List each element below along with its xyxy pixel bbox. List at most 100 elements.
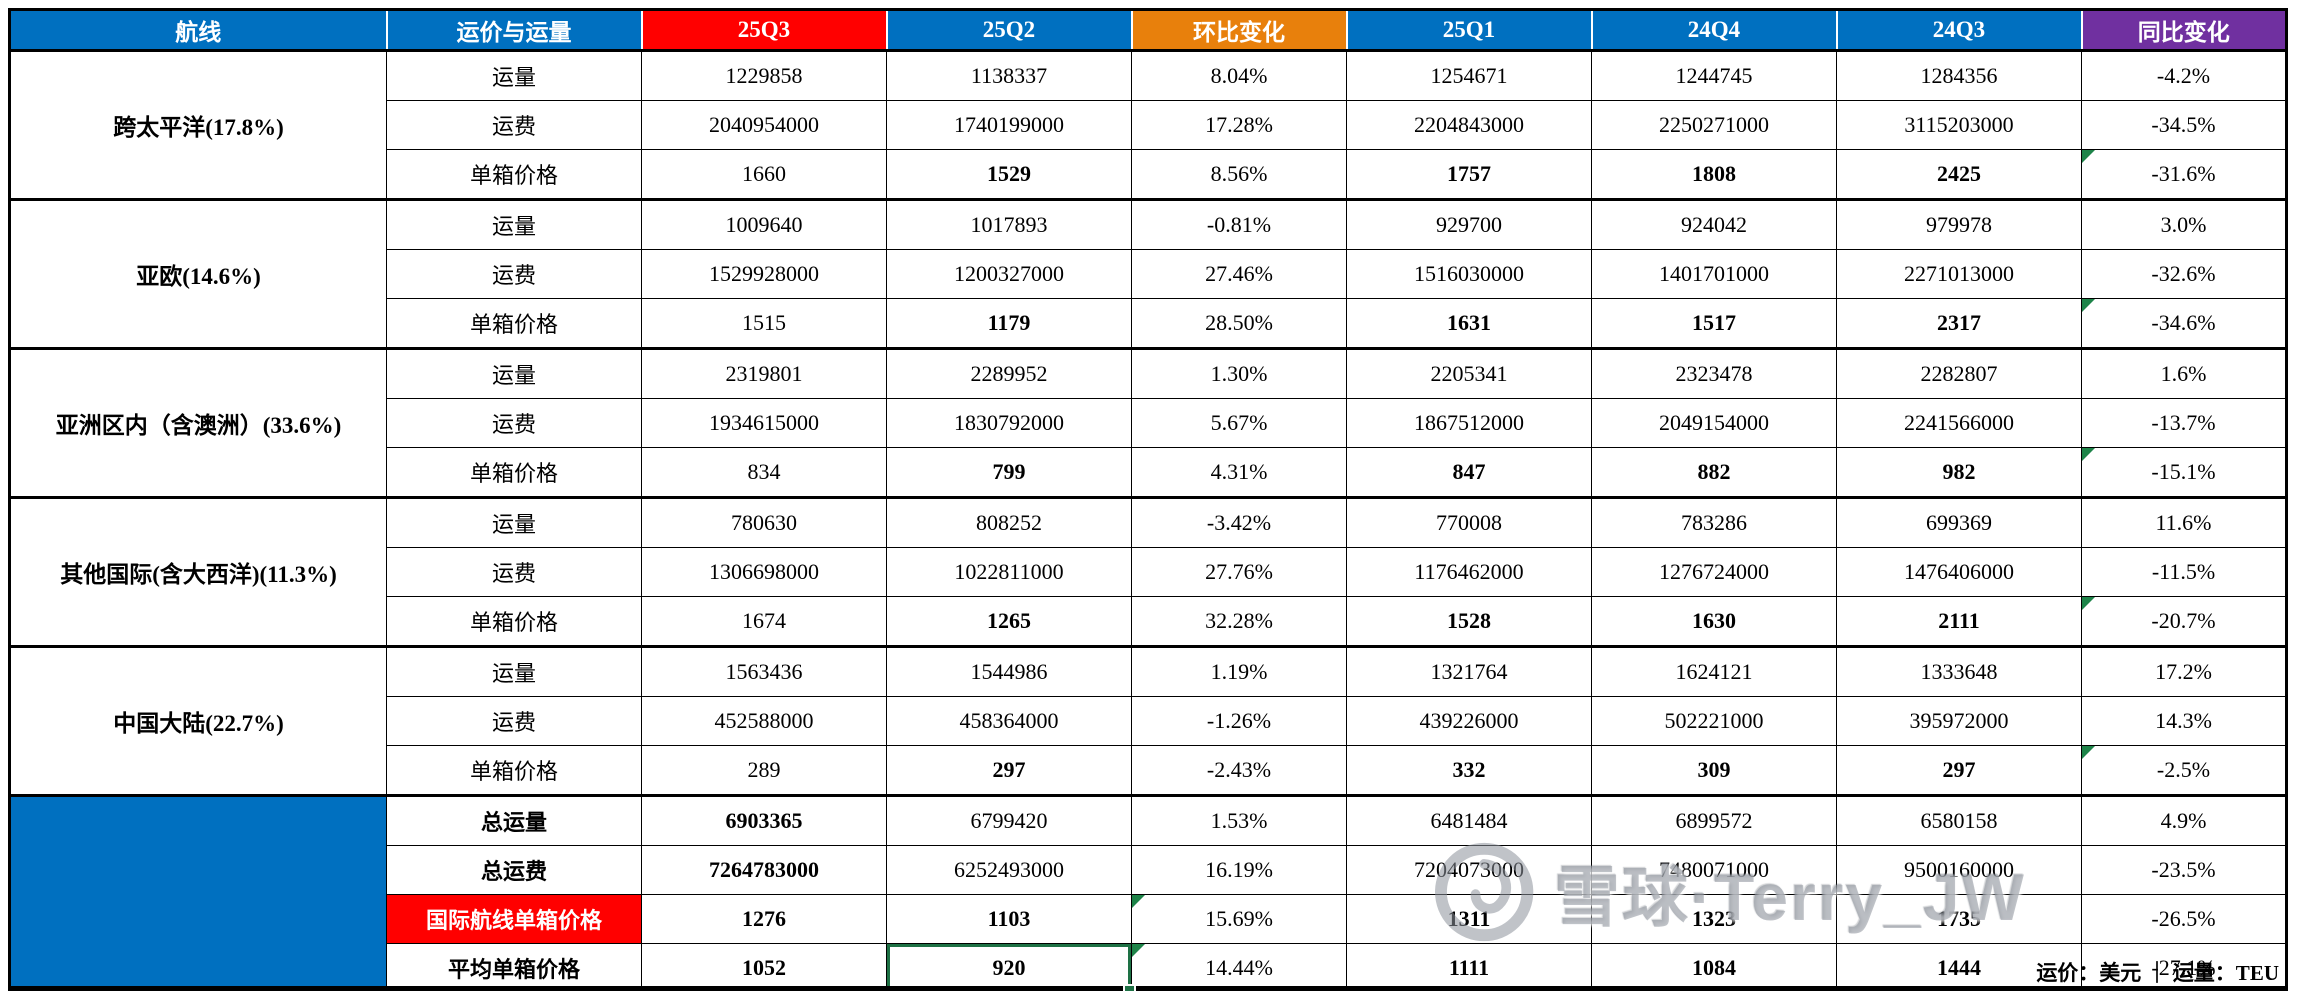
metric-label-cell[interactable]: 单箱价格	[386, 745, 642, 796]
value-cell-q25q2[interactable]: 6252493000	[886, 845, 1132, 895]
value-cell-yoy[interactable]: -34.5%	[2081, 100, 2287, 150]
value-cell-q24q3[interactable]: 2241566000	[1836, 398, 2082, 448]
value-cell-q25q3[interactable]: 6903365	[641, 794, 887, 846]
metric-label-cell[interactable]: 运量	[386, 49, 642, 101]
value-cell-q25q2[interactable]: 1830792000	[886, 398, 1132, 448]
value-cell-q25q1[interactable]: 1176462000	[1346, 547, 1592, 597]
value-cell-yoy[interactable]: -32.6%	[2081, 249, 2287, 299]
value-cell-yoy[interactable]: -4.2%	[2081, 49, 2287, 101]
value-cell-q25q1[interactable]: 1321764	[1346, 645, 1592, 697]
totals-label-cell[interactable]: 平均单箱价格	[386, 943, 642, 991]
value-cell-q25q2[interactable]: 808252	[886, 496, 1132, 548]
value-cell-q24q3[interactable]: 2317	[1836, 298, 2082, 349]
value-cell-yoy[interactable]: -26.5%	[2081, 894, 2287, 944]
value-cell-q24q4[interactable]: 1244745	[1591, 49, 1837, 101]
col-header-route[interactable]: 航线	[9, 9, 387, 52]
metric-label-cell[interactable]: 运费	[386, 100, 642, 150]
value-cell-q24q3[interactable]: 2282807	[1836, 347, 2082, 399]
value-cell-q25q3[interactable]: 1515	[641, 298, 887, 349]
value-cell-q25q2[interactable]: 297	[886, 745, 1132, 796]
value-cell-yoy[interactable]: -27.1%	[2081, 943, 2287, 991]
value-cell-q24q3[interactable]: 395972000	[1836, 696, 2082, 746]
value-cell-q24q4[interactable]: 309	[1591, 745, 1837, 796]
value-cell-q24q3[interactable]: 1735	[1836, 894, 2082, 944]
value-cell-q24q4[interactable]: 7480071000	[1591, 845, 1837, 895]
route-cell[interactable]: 其他国际(含大西洋)(11.3%)	[9, 496, 387, 647]
value-cell-q24q4[interactable]: 2250271000	[1591, 100, 1837, 150]
value-cell-qoq[interactable]: 27.46%	[1131, 249, 1347, 299]
value-cell-q25q3[interactable]: 834	[641, 447, 887, 498]
value-cell-qoq[interactable]: 17.28%	[1131, 100, 1347, 150]
value-cell-q24q3[interactable]: 297	[1836, 745, 2082, 796]
value-cell-q25q2[interactable]: 6799420	[886, 794, 1132, 846]
value-cell-yoy[interactable]: 14.3%	[2081, 696, 2287, 746]
col-header-q25q3[interactable]: 25Q3	[640, 9, 887, 52]
value-cell-q25q3[interactable]: 1229858	[641, 49, 887, 101]
value-cell-q24q3[interactable]: 979978	[1836, 198, 2082, 250]
value-cell-q25q2[interactable]: 2289952	[886, 347, 1132, 399]
value-cell-q24q4[interactable]: 1276724000	[1591, 547, 1837, 597]
value-cell-q24q3[interactable]: 1333648	[1836, 645, 2082, 697]
col-header-yoy[interactable]: 同比变化	[2080, 9, 2287, 52]
value-cell-q25q1[interactable]: 1111	[1346, 943, 1592, 991]
value-cell-q25q1[interactable]: 2205341	[1346, 347, 1592, 399]
value-cell-q25q3[interactable]: 2040954000	[641, 100, 887, 150]
value-cell-q25q1[interactable]: 1867512000	[1346, 398, 1592, 448]
value-cell-q25q2[interactable]: 1179	[886, 298, 1132, 349]
value-cell-yoy[interactable]: 17.2%	[2081, 645, 2287, 697]
col-header-q25q1[interactable]: 25Q1	[1345, 9, 1592, 52]
metric-label-cell[interactable]: 运费	[386, 249, 642, 299]
route-cell[interactable]: 亚洲区内（含澳洲）(33.6%)	[9, 347, 387, 498]
value-cell-qoq[interactable]: 32.28%	[1131, 596, 1347, 647]
value-cell-q24q3[interactable]: 2271013000	[1836, 249, 2082, 299]
value-cell-q25q2[interactable]: 1017893	[886, 198, 1132, 250]
value-cell-q24q4[interactable]: 1808	[1591, 149, 1837, 200]
metric-label-cell[interactable]: 运费	[386, 696, 642, 746]
totals-label-cell[interactable]: 总运费	[386, 845, 642, 895]
value-cell-q25q3[interactable]: 1052	[641, 943, 887, 991]
metric-label-cell[interactable]: 运量	[386, 496, 642, 548]
value-cell-qoq[interactable]: 4.31%	[1131, 447, 1347, 498]
value-cell-q24q3[interactable]: 3115203000	[1836, 100, 2082, 150]
col-header-metric[interactable]: 运价与运量	[385, 9, 642, 52]
value-cell-q25q3[interactable]: 780630	[641, 496, 887, 548]
value-cell-q24q3[interactable]: 2111	[1836, 596, 2082, 647]
value-cell-q25q1[interactable]: 439226000	[1346, 696, 1592, 746]
value-cell-q25q1[interactable]: 1516030000	[1346, 249, 1592, 299]
metric-label-cell[interactable]: 运量	[386, 347, 642, 399]
value-cell-q24q3[interactable]: 1444	[1836, 943, 2082, 991]
value-cell-q25q2[interactable]: 1200327000	[886, 249, 1132, 299]
value-cell-q25q3[interactable]: 1306698000	[641, 547, 887, 597]
metric-label-cell[interactable]: 运量	[386, 645, 642, 697]
value-cell-q25q1[interactable]: 1528	[1346, 596, 1592, 647]
col-header-q24q3[interactable]: 24Q3	[1835, 9, 2082, 52]
col-header-qoq[interactable]: 环比变化	[1130, 9, 1347, 52]
value-cell-yoy[interactable]: -2.5%	[2081, 745, 2287, 796]
value-cell-yoy[interactable]: 11.6%	[2081, 496, 2287, 548]
value-cell-q25q2[interactable]: 1529	[886, 149, 1132, 200]
value-cell-q25q2[interactable]: 1265	[886, 596, 1132, 647]
value-cell-qoq[interactable]: 16.19%	[1131, 845, 1347, 895]
value-cell-q25q1[interactable]: 1631	[1346, 298, 1592, 349]
value-cell-q25q2[interactable]: 1022811000	[886, 547, 1132, 597]
value-cell-q24q4[interactable]: 783286	[1591, 496, 1837, 548]
totals-label-cell[interactable]: 总运量	[386, 794, 642, 846]
value-cell-qoq[interactable]: 1.30%	[1131, 347, 1347, 399]
value-cell-q25q3[interactable]: 1276	[641, 894, 887, 944]
value-cell-q24q3[interactable]: 982	[1836, 447, 2082, 498]
totals-label-cell[interactable]: 国际航线单箱价格	[386, 894, 642, 944]
value-cell-q25q2[interactable]: 1103	[886, 894, 1132, 944]
value-cell-q25q2[interactable]: 1740199000	[886, 100, 1132, 150]
value-cell-q25q3[interactable]: 2319801	[641, 347, 887, 399]
value-cell-q25q3[interactable]: 1674	[641, 596, 887, 647]
route-cell[interactable]: 亚欧(14.6%)	[9, 198, 387, 349]
value-cell-q25q1[interactable]: 1311	[1346, 894, 1592, 944]
value-cell-qoq[interactable]: 1.19%	[1131, 645, 1347, 697]
value-cell-q25q1[interactable]: 770008	[1346, 496, 1592, 548]
value-cell-q24q4[interactable]: 1630	[1591, 596, 1837, 647]
value-cell-q24q4[interactable]: 1401701000	[1591, 249, 1837, 299]
value-cell-qoq[interactable]: 1.53%	[1131, 794, 1347, 846]
value-cell-q25q3[interactable]: 289	[641, 745, 887, 796]
value-cell-q24q4[interactable]: 2049154000	[1591, 398, 1837, 448]
value-cell-q25q1[interactable]: 847	[1346, 447, 1592, 498]
